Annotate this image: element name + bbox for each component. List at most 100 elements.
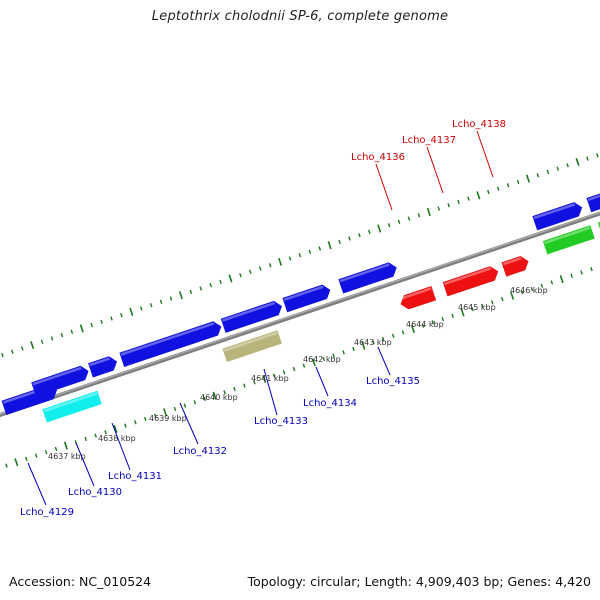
gene-red-4138 <box>501 256 529 277</box>
gene-tan-4133 <box>222 330 282 363</box>
minor-tick <box>134 420 137 425</box>
minor-tick <box>417 213 421 218</box>
major-tick <box>559 275 564 284</box>
tick-label: 4637 kbp <box>48 452 86 461</box>
minor-tick <box>253 380 256 385</box>
major-tick <box>510 291 515 300</box>
gene-fwd-8-shade <box>533 203 576 220</box>
tick-label: 4646 kbp <box>510 286 548 295</box>
minor-tick <box>94 433 97 438</box>
tick-label: 4640 kbp <box>200 393 238 402</box>
genome-backbone <box>0 211 600 418</box>
gene-tan-4133-shade <box>223 331 278 352</box>
gene-fwd-3-body <box>88 356 118 378</box>
gene-fwd-4 <box>119 321 222 367</box>
minor-tick <box>421 323 425 328</box>
gene-label: Lcho_4130 <box>68 487 122 498</box>
gene-red-4137 <box>442 266 499 297</box>
minor-tick <box>530 286 534 292</box>
minor-tick <box>100 319 103 324</box>
minor-tick <box>308 249 312 255</box>
minor-tick <box>570 273 573 278</box>
major-tick <box>228 274 233 283</box>
minor-tick <box>239 273 242 278</box>
gene-label: Lcho_4137 <box>402 135 456 146</box>
minor-tick <box>169 296 173 301</box>
minor-tick <box>387 223 391 228</box>
gene-green-1-body <box>542 225 595 255</box>
gene-cyan-4130-shade <box>43 392 98 413</box>
minor-tick <box>223 390 226 395</box>
minor-tick <box>288 256 292 261</box>
major-tick <box>426 207 431 216</box>
minor-tick <box>292 366 296 372</box>
tick-label: 4638 kbp <box>98 434 136 443</box>
major-tick <box>476 191 481 200</box>
minor-tick <box>124 423 127 428</box>
minor-tick <box>34 453 38 458</box>
gene-fwd-9-shade <box>587 194 600 202</box>
genome-backbone-highlight <box>0 211 600 415</box>
minor-tick <box>183 403 187 408</box>
minor-tick <box>401 330 405 335</box>
outer-tick-row <box>1 153 599 358</box>
gene-green-1-shade <box>544 226 591 245</box>
minor-tick <box>44 450 48 455</box>
inner-tick-row <box>5 267 593 468</box>
gene-label-leader <box>315 366 329 397</box>
minor-tick <box>491 300 494 305</box>
gene-fwd-9-body <box>586 193 600 213</box>
minor-tick <box>556 166 560 171</box>
gene-label: Lcho_4133 <box>254 416 308 427</box>
minor-tick <box>90 323 93 328</box>
minor-tick <box>586 156 589 161</box>
minor-tick <box>451 313 454 318</box>
minor-tick <box>358 233 361 238</box>
major-tick <box>262 374 267 384</box>
minor-tick <box>40 339 44 344</box>
minor-tick <box>233 386 236 392</box>
gene-fwd-8 <box>532 202 583 231</box>
gene-red-4138-shade <box>502 256 522 266</box>
minor-tick <box>431 320 435 325</box>
minor-tick <box>159 299 163 304</box>
gene-fwd-5-body <box>220 300 282 333</box>
minor-tick <box>381 336 385 342</box>
gene-red-4136-body <box>400 285 437 310</box>
gene-fwd-8-body <box>532 202 583 231</box>
major-tick <box>311 358 316 367</box>
gene-red-4137-shade <box>444 267 492 286</box>
gene-label: Lcho_4134 <box>303 398 357 409</box>
minor-tick <box>298 253 302 258</box>
gene-fwd-4-shade <box>120 322 215 356</box>
minor-tick <box>372 340 375 345</box>
tick-label: 4643 kbp <box>354 338 392 347</box>
minor-tick <box>457 199 460 205</box>
minor-tick <box>268 263 272 268</box>
minor-tick <box>258 266 262 271</box>
gene-fwd-6-body <box>282 284 331 313</box>
gene-label-leader <box>377 346 391 376</box>
major-tick <box>525 174 531 183</box>
major-tick <box>377 224 382 233</box>
minor-tick <box>24 456 28 462</box>
major-tick <box>63 441 68 450</box>
minor-tick <box>596 153 599 158</box>
major-tick <box>278 257 283 266</box>
minor-tick <box>516 179 520 185</box>
tick-label: 4641 kbp <box>251 374 289 383</box>
major-tick <box>79 324 84 333</box>
minor-tick <box>60 333 64 338</box>
minor-tick <box>467 196 470 201</box>
minor-tick <box>550 280 554 285</box>
minor-tick <box>481 303 484 308</box>
gene-label-leader <box>111 422 131 471</box>
gene-fwd-7-shade <box>339 263 390 283</box>
minor-tick <box>302 363 306 368</box>
gene-fwd-5-shade <box>222 301 276 322</box>
gene-label-leader <box>263 368 278 416</box>
major-tick <box>30 341 35 350</box>
minor-tick <box>139 306 143 311</box>
minor-tick <box>318 246 322 251</box>
